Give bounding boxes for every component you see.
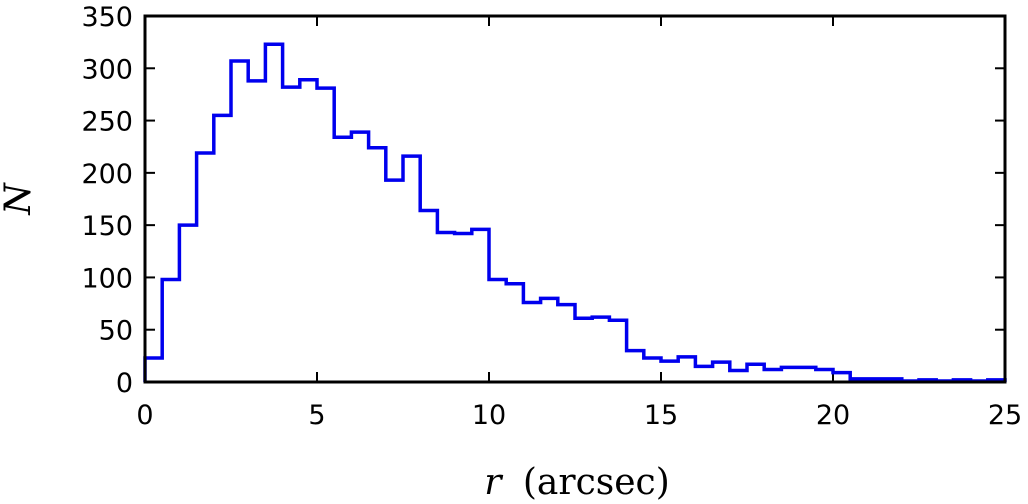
x-tick-label: 15 <box>644 400 678 431</box>
y-tick-label: 300 <box>81 54 133 85</box>
histogram-series-line <box>143 42 1007 383</box>
y-tick-label: 50 <box>99 316 133 347</box>
plot-frame <box>143 14 1007 384</box>
x-tick-label: 10 <box>472 400 506 431</box>
x-tick-label: 5 <box>308 400 325 431</box>
x-tick-label: 0 <box>136 400 153 431</box>
x-tick-label: 20 <box>816 400 850 431</box>
x-axis-label-variable: r <box>484 462 503 503</box>
y-tick-label: 350 <box>81 2 133 33</box>
x-tick-label: 25 <box>988 400 1022 431</box>
x-axis-label-unit: (arcsec) <box>523 462 670 503</box>
y-axis-label: N <box>0 182 39 216</box>
y-tick-label: 150 <box>81 211 133 242</box>
y-axis-ticks: 0 50 100 150 200 250 300 350 <box>81 2 1005 399</box>
x-axis-label: r (arcsec) <box>484 462 670 503</box>
x-axis-ticks: 0 5 10 15 20 25 <box>136 16 1022 431</box>
y-tick-label: 250 <box>81 107 133 138</box>
y-tick-label: 0 <box>116 368 133 399</box>
y-tick-label: 200 <box>81 159 133 190</box>
y-tick-label: 100 <box>81 263 133 294</box>
